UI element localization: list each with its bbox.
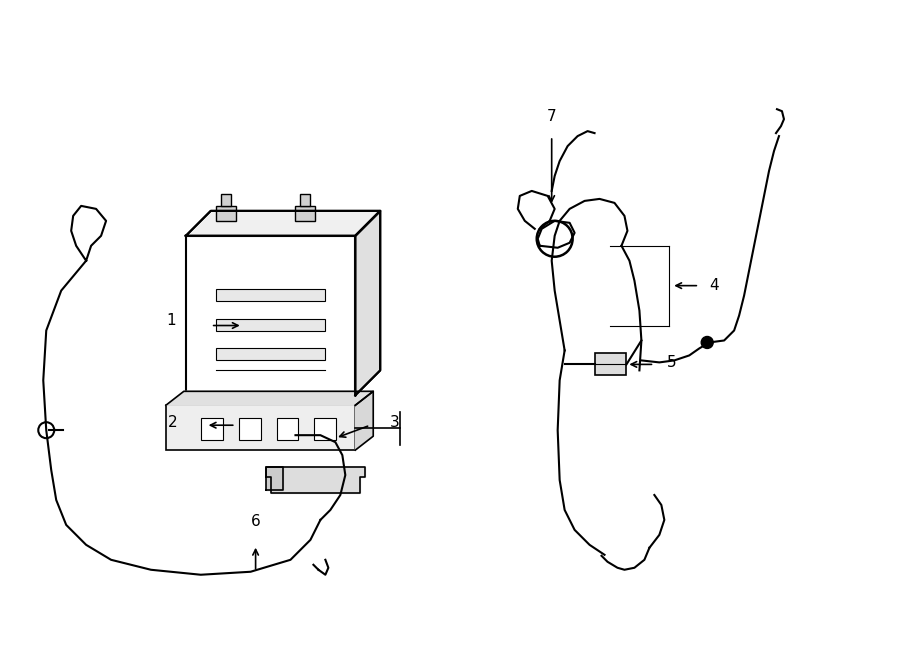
Text: 4: 4 [709, 278, 719, 293]
Polygon shape [266, 467, 365, 493]
Text: 7: 7 [547, 108, 556, 124]
Bar [295, 206, 315, 221]
Bar [166, 405, 356, 450]
Bar [276, 418, 299, 440]
Polygon shape [266, 467, 283, 490]
Bar [216, 348, 326, 360]
Bar [220, 194, 230, 206]
Circle shape [701, 336, 713, 348]
Polygon shape [356, 391, 373, 450]
Text: 6: 6 [251, 514, 260, 529]
Text: 2: 2 [168, 414, 177, 430]
Bar [216, 206, 236, 221]
Bar [216, 289, 326, 301]
Polygon shape [356, 211, 380, 395]
Bar [595, 354, 626, 375]
Bar [216, 319, 326, 330]
Bar [238, 418, 261, 440]
Bar [201, 418, 222, 440]
Polygon shape [166, 391, 374, 405]
Text: 5: 5 [667, 355, 676, 370]
Text: 3: 3 [391, 414, 400, 430]
Bar [301, 194, 310, 206]
Bar [185, 236, 356, 395]
Bar [314, 418, 337, 440]
Text: 1: 1 [166, 313, 176, 328]
Polygon shape [185, 211, 380, 236]
